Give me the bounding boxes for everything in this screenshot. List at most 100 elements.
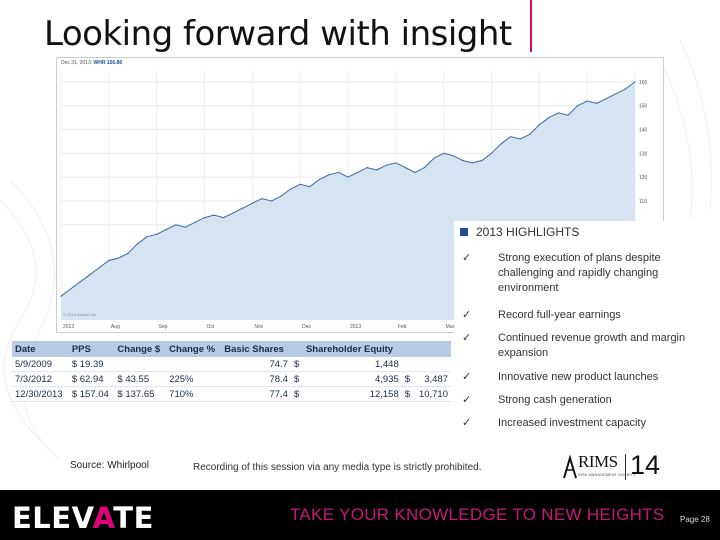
price-point bbox=[376, 169, 378, 171]
price-point bbox=[318, 178, 320, 181]
table-cell: $ bbox=[401, 386, 414, 402]
x-tick-label: Nov bbox=[254, 324, 263, 330]
highlight-text: Strong cash generation bbox=[498, 394, 612, 406]
price-point bbox=[395, 162, 397, 164]
checkmark-icon: ✓ bbox=[462, 332, 472, 344]
table-cell: 12,158 bbox=[302, 386, 402, 402]
table-cell: $ 62.94 bbox=[68, 371, 115, 387]
column-header: Basic Shares bbox=[221, 341, 291, 357]
chart-header: Dec 31, 2013: WHR 156.86 bbox=[61, 60, 122, 66]
column-header bbox=[290, 341, 303, 357]
price-point bbox=[70, 288, 72, 290]
price-point bbox=[337, 171, 339, 173]
table-cell: 4,935 bbox=[302, 371, 402, 387]
footer-bar: ELEVATE TAKE YOUR KNOWLEDGE TO NEW HEIGH… bbox=[0, 490, 720, 540]
price-point bbox=[481, 159, 483, 162]
price-point bbox=[175, 224, 177, 226]
checkmark-icon: ✓ bbox=[462, 417, 472, 429]
table-cell: $ 43.55 bbox=[114, 371, 167, 387]
price-point bbox=[309, 186, 311, 188]
table-cell: 225% bbox=[166, 371, 222, 387]
table-cell bbox=[401, 357, 414, 372]
highlight-text: Innovative new product launches bbox=[498, 371, 659, 383]
table-cell: 74.7 bbox=[221, 357, 291, 372]
price-point bbox=[462, 159, 464, 162]
y-tick-label: 120 bbox=[639, 175, 648, 181]
price-point bbox=[290, 188, 292, 190]
table-cell: 7/3/2012 bbox=[12, 371, 69, 387]
table-cell: 77.4 bbox=[221, 386, 291, 402]
price-point bbox=[577, 105, 579, 107]
share-price-table: Date PPS Change $ Change % Basic Shares … bbox=[12, 341, 451, 402]
page-number: Page 28 bbox=[680, 515, 710, 524]
price-point bbox=[232, 212, 234, 214]
price-point bbox=[127, 252, 129, 254]
price-point bbox=[156, 233, 158, 235]
y-tick-label: 110 bbox=[639, 199, 647, 205]
price-point bbox=[203, 217, 206, 219]
price-point bbox=[117, 257, 119, 259]
price-point bbox=[443, 152, 445, 154]
x-tick-label: 2013 bbox=[350, 324, 361, 330]
x-tick-label: Dec bbox=[302, 324, 311, 330]
price-point bbox=[385, 164, 387, 166]
price-point bbox=[519, 138, 521, 140]
price-point bbox=[270, 200, 273, 202]
table-cell: $ bbox=[401, 371, 414, 387]
price-point bbox=[596, 102, 598, 104]
price-point bbox=[624, 88, 627, 90]
price-point bbox=[586, 100, 588, 102]
checkmark-icon: ✓ bbox=[462, 309, 472, 321]
rims-mark-icon bbox=[563, 454, 577, 479]
price-point bbox=[213, 214, 215, 216]
table-cell bbox=[413, 357, 451, 372]
logo-divider bbox=[625, 454, 626, 480]
y-tick-label: 160 bbox=[639, 80, 648, 86]
checkmark-icon: ✓ bbox=[462, 371, 472, 383]
price-point bbox=[366, 167, 368, 169]
price-point bbox=[242, 207, 244, 209]
table-cell: 1,448 bbox=[302, 357, 402, 372]
y-tick-label: 140 bbox=[639, 128, 648, 134]
price-point bbox=[490, 152, 493, 154]
y-tick-label: 150 bbox=[639, 104, 648, 110]
title-accent-rule bbox=[530, 0, 532, 52]
price-point bbox=[251, 202, 253, 204]
checkmark-icon: ✓ bbox=[462, 394, 472, 406]
price-point bbox=[529, 133, 531, 135]
recording-disclaimer: Recording of this session via any media … bbox=[193, 462, 482, 473]
table-cell: $ bbox=[290, 386, 303, 402]
table-cell: $ 137.65 bbox=[114, 386, 167, 402]
chart-copyright: © 2014 Yahoo! Inc. bbox=[63, 312, 97, 317]
column-header: PPS bbox=[68, 341, 115, 357]
table-cell: $ bbox=[290, 371, 303, 387]
price-point bbox=[557, 112, 560, 114]
price-point bbox=[510, 136, 512, 138]
highlights-panel: 2013 HIGHLIGHTS ✓ Strong execution of pl… bbox=[454, 221, 720, 436]
checkmark-icon: ✓ bbox=[462, 252, 472, 264]
column-header bbox=[413, 341, 451, 357]
rims-logo: RIMS RISK MANAGEMENT SOCIETY 14 bbox=[562, 450, 660, 484]
footer-tagline: TAKE YOUR KNOWLEDGE TO NEW HEIGHTS bbox=[290, 505, 665, 524]
table-cell: 10,710 bbox=[413, 386, 451, 402]
price-point bbox=[423, 167, 426, 169]
rims-subtitle: RISK MANAGEMENT SOCIETY bbox=[578, 472, 636, 477]
table-cell: 78.4 bbox=[221, 371, 291, 387]
chart-header-date: Dec 31, 2013: bbox=[61, 60, 93, 66]
highlight-text: Strong execution of plans despite challe… bbox=[498, 252, 661, 294]
price-point bbox=[108, 259, 110, 262]
price-point bbox=[452, 155, 454, 157]
table-cell: 12/30/2013 bbox=[12, 386, 69, 402]
table-row: 5/9/2009 $ 19.39 74.7 $ 1,448 bbox=[12, 357, 451, 372]
table-row: 12/30/2013 $ 157.04 $ 137.65 710% 77.4 $… bbox=[12, 386, 451, 402]
table-cell: $ 157.04 bbox=[68, 386, 115, 402]
x-tick-label: Mar bbox=[446, 324, 455, 330]
rims-wordmark: RIMS bbox=[578, 452, 618, 471]
x-tick-label: Aug bbox=[111, 324, 120, 330]
price-point bbox=[98, 267, 100, 269]
x-tick-label: Feb bbox=[398, 324, 407, 330]
column-header: Change % bbox=[166, 341, 222, 357]
stock-chart: 1001101201301401501602013AugSepOctNovDec… bbox=[56, 57, 664, 333]
chart-header-ticker: WHR 156.86 bbox=[93, 60, 123, 66]
price-point bbox=[567, 114, 569, 116]
